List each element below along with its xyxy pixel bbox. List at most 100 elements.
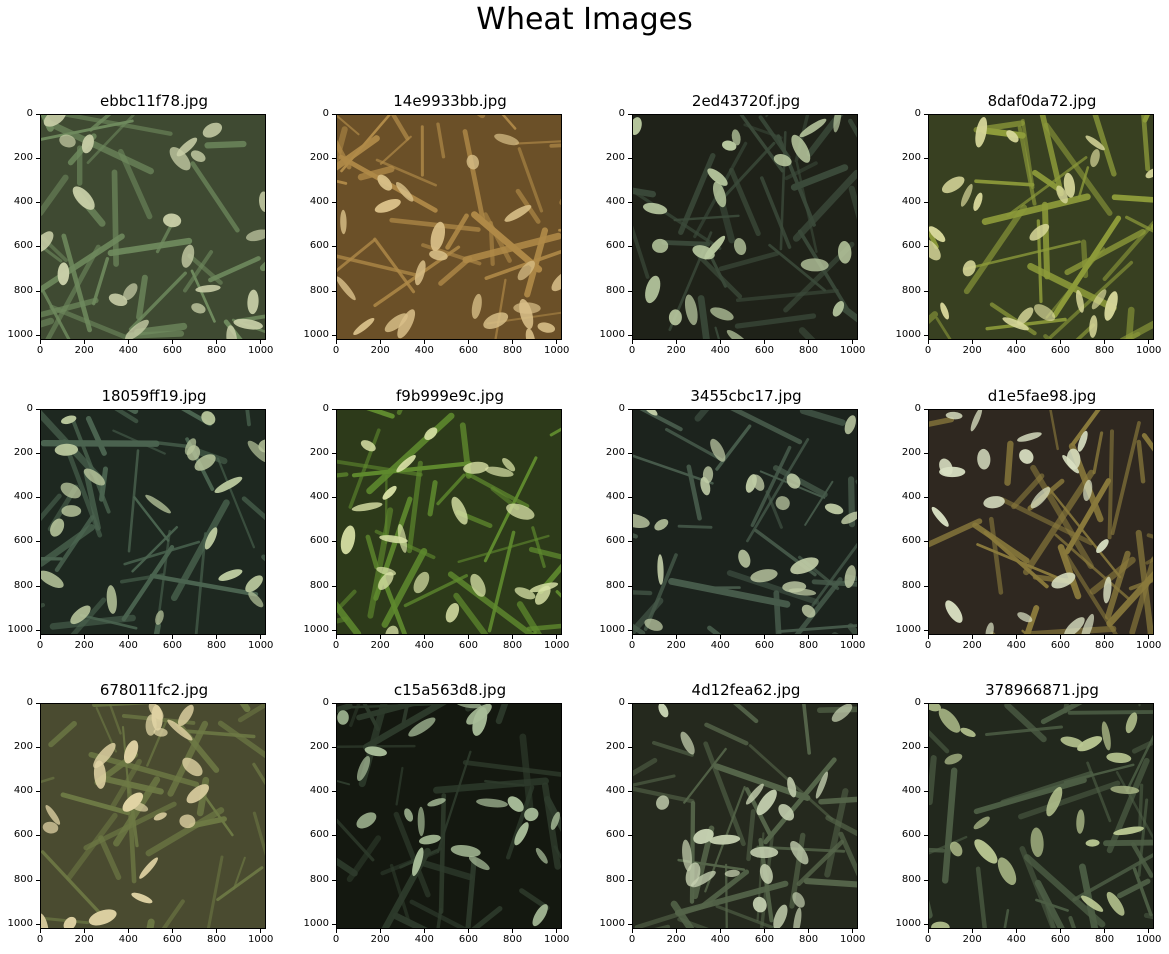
wheat-head	[1064, 617, 1085, 634]
leaf-stroke	[963, 204, 1028, 295]
leaf-stroke	[1046, 485, 1122, 579]
x-tick-label: 0	[20, 929, 60, 945]
leaf-stroke	[763, 757, 837, 845]
wheat-head	[41, 913, 49, 928]
wheat-head	[485, 466, 514, 477]
leaf-stroke	[149, 573, 259, 597]
wheat-head	[551, 270, 561, 292]
leaf-stroke	[1049, 260, 1134, 339]
leaf-stroke	[445, 213, 469, 250]
wheat-head	[123, 740, 139, 764]
leaf-stroke	[1103, 839, 1153, 847]
wheat-head	[427, 798, 446, 807]
leaf-stroke	[1064, 478, 1112, 555]
wheat-head	[799, 118, 827, 138]
leaf-stroke	[838, 831, 857, 877]
x-tick-label: 400	[108, 929, 148, 945]
leaf-stroke	[92, 704, 154, 707]
y-tick-label: 0	[914, 697, 929, 708]
leaf-stroke	[417, 859, 474, 881]
wheat-head	[169, 147, 191, 171]
leaf-stroke	[342, 704, 434, 709]
wheat-head	[975, 116, 988, 148]
x-tick-label: 400	[700, 635, 740, 651]
wheat-head	[466, 704, 492, 725]
leaf-stroke	[974, 179, 1035, 187]
y-tick-label: 800	[13, 579, 41, 591]
leaf-stroke	[1111, 194, 1153, 203]
wheat-head	[340, 209, 347, 235]
wheat-head	[1106, 752, 1132, 763]
leaf-stroke	[112, 429, 166, 455]
wheat-head	[801, 604, 816, 618]
leaf-stroke	[380, 575, 408, 634]
wheat-head	[337, 276, 356, 301]
x-tick-label: 200	[656, 635, 696, 651]
wheat-head	[59, 134, 76, 148]
leaf-stroke	[929, 755, 937, 806]
wheat-photo-illustration	[337, 704, 561, 928]
wheat-head	[690, 870, 716, 888]
wheat-head	[108, 293, 128, 307]
wheat-head	[417, 806, 425, 837]
leaf-stroke	[677, 524, 713, 529]
x-tick-label: 600	[1040, 635, 1080, 651]
wheat-head	[756, 789, 777, 816]
leaf-stroke	[1063, 763, 1135, 784]
wheat-head	[247, 440, 265, 463]
leaf-stroke	[697, 254, 743, 299]
leaf-stroke	[1125, 215, 1153, 233]
leaf-stroke	[673, 214, 740, 222]
x-tick-label: 600	[1040, 340, 1080, 356]
leaf-stroke	[362, 704, 380, 732]
image-panel: 378966871.jpg 0 0 200 200 400 400 600 600 800 800 1…	[896, 681, 1162, 945]
leaf-stroke	[1077, 166, 1090, 199]
wheat-head	[1017, 432, 1042, 442]
leaf-stroke	[929, 416, 955, 427]
wheat-head	[939, 466, 966, 478]
leaf-stroke	[728, 167, 761, 237]
y-tick-label: 600	[309, 535, 337, 547]
x-tick-label: 1000	[833, 635, 873, 651]
x-tick-label: 400	[700, 929, 740, 945]
leaf-stroke	[41, 233, 125, 293]
wheat-head	[81, 134, 94, 154]
leaf-stroke	[824, 788, 849, 878]
leaf-stroke	[677, 917, 709, 928]
wheat-head	[337, 710, 349, 725]
y-tick-label: 600	[901, 535, 929, 547]
wheat-head	[514, 587, 536, 600]
leaf-stroke	[107, 237, 193, 257]
wheat-head	[815, 771, 829, 799]
wheat-image	[928, 703, 1154, 929]
wheat-image	[336, 114, 562, 340]
leaf-stroke	[120, 573, 164, 584]
leaf-stroke	[204, 140, 247, 149]
y-tick-label: 600	[309, 829, 337, 841]
wheat-image	[40, 114, 266, 340]
x-tick-label: 800	[493, 929, 533, 945]
leaf-stroke	[54, 515, 95, 573]
y-tick-label: 800	[901, 579, 929, 591]
y-tick-label: 1000	[895, 917, 929, 929]
x-tick-label: 800	[1085, 340, 1125, 356]
x-tick-label: 0	[316, 635, 356, 651]
leaf-stroke	[484, 779, 525, 787]
leaf-stroke	[651, 740, 694, 757]
leaf-stroke	[1141, 433, 1153, 452]
wheat-head	[1066, 448, 1081, 470]
wheat-head	[791, 134, 811, 163]
wheat-head	[145, 494, 171, 514]
leaf-stroke	[724, 863, 728, 928]
x-tick-label: 600	[448, 340, 488, 356]
y-tick-label: 800	[309, 284, 337, 296]
y-tick-label: 400	[13, 196, 41, 208]
leaf-stroke	[145, 807, 225, 857]
y-tick-label: 1000	[7, 623, 41, 635]
wheat-head	[529, 582, 559, 593]
x-tick-label: 800	[493, 340, 533, 356]
y-tick-label: 800	[605, 873, 633, 885]
leaf-stroke	[121, 544, 175, 622]
wheat-image	[632, 703, 858, 929]
x-tick-label: 1000	[241, 340, 281, 356]
